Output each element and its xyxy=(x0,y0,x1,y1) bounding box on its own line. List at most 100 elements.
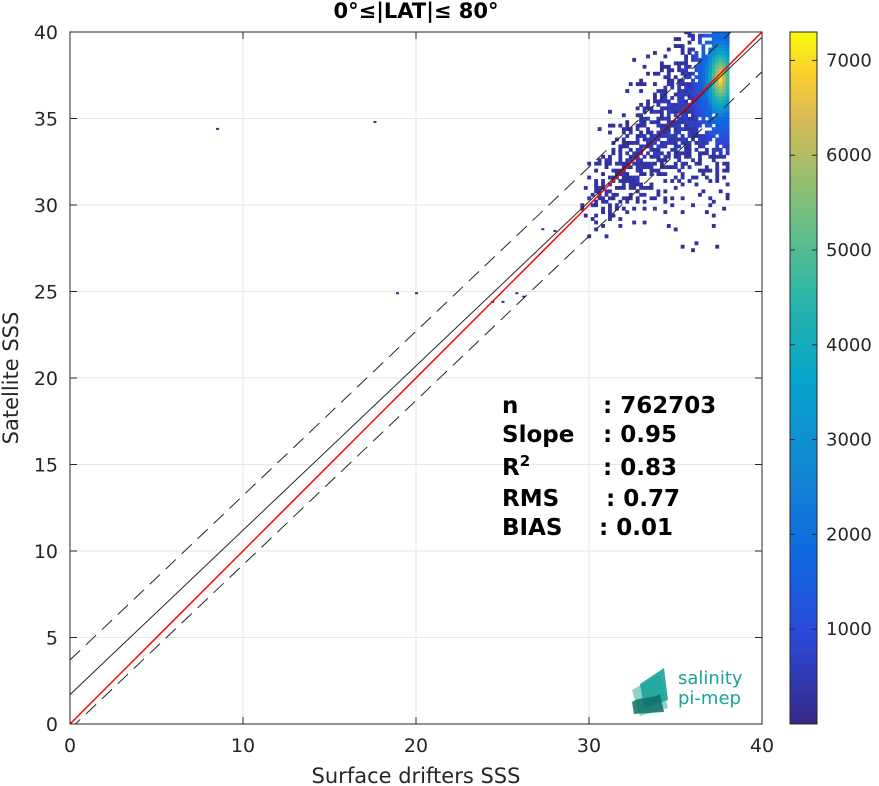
density-cell xyxy=(725,109,730,114)
density-cell xyxy=(711,89,716,93)
density-cell xyxy=(711,47,716,52)
density-cell xyxy=(656,189,661,194)
density-cell xyxy=(691,175,695,180)
density-cell xyxy=(684,144,689,149)
outlier-point xyxy=(216,127,220,130)
density-cell xyxy=(611,196,616,201)
density-cell xyxy=(653,151,657,156)
y-tick-label: 5 xyxy=(46,628,58,650)
density-cell xyxy=(697,168,702,173)
density-cell xyxy=(649,137,654,142)
density-cell xyxy=(608,154,612,159)
density-cell xyxy=(684,140,689,145)
density-cell xyxy=(684,68,689,73)
density-cell xyxy=(594,161,599,166)
density-cell xyxy=(628,192,633,197)
density-cell xyxy=(653,161,657,166)
density-cell xyxy=(694,130,699,135)
density-cell xyxy=(611,213,616,218)
density-cell xyxy=(677,179,682,183)
density-cell xyxy=(725,113,730,118)
density-cell xyxy=(691,248,695,253)
density-cell xyxy=(715,102,720,107)
density-cell xyxy=(691,134,695,138)
density-cell xyxy=(635,165,640,170)
x-tick-label: 10 xyxy=(231,735,255,757)
density-cell xyxy=(646,102,650,107)
density-cell xyxy=(684,64,689,69)
density-cell xyxy=(625,151,630,156)
density-cell xyxy=(718,37,723,42)
density-cell xyxy=(663,199,668,204)
density-cell xyxy=(701,102,706,107)
density-cell xyxy=(708,123,713,128)
density-cell xyxy=(621,182,626,187)
density-cell xyxy=(708,47,713,52)
density-cell xyxy=(718,102,723,107)
density-cell xyxy=(704,40,709,45)
density-cell xyxy=(597,158,602,163)
density-cell xyxy=(715,57,720,62)
density-cell xyxy=(701,189,706,194)
density-cell xyxy=(673,140,678,145)
density-cell xyxy=(697,78,702,83)
density-cell xyxy=(711,64,716,69)
density-cell xyxy=(663,165,668,170)
density-cell xyxy=(722,64,727,69)
density-cell xyxy=(621,185,626,190)
density-cell xyxy=(725,75,730,80)
density-cell xyxy=(621,175,626,180)
density-cell xyxy=(711,99,716,104)
density-cell xyxy=(673,127,678,132)
density-cell xyxy=(694,134,699,138)
density-cell xyxy=(715,130,720,135)
density-cell xyxy=(628,130,633,135)
density-cell xyxy=(684,75,689,80)
density-cell xyxy=(725,140,730,145)
density-cell xyxy=(725,130,730,135)
fit-lines xyxy=(70,32,762,724)
density-cell xyxy=(697,113,702,118)
density-cell xyxy=(656,137,661,142)
density-cell xyxy=(697,82,702,87)
density-cell xyxy=(711,199,716,204)
density-cell xyxy=(691,106,695,111)
density-cell xyxy=(670,106,675,111)
density-cell xyxy=(691,109,695,114)
density-cell xyxy=(715,123,720,128)
density-cell xyxy=(718,54,723,59)
density-cell xyxy=(666,47,671,52)
density-cell xyxy=(708,113,713,118)
density-cell xyxy=(635,147,640,152)
density-cell xyxy=(632,140,637,145)
y-tick-label: 30 xyxy=(34,195,58,217)
density-cell xyxy=(594,213,599,218)
density-cell xyxy=(704,123,709,128)
density-cell xyxy=(722,106,727,111)
density-cell xyxy=(597,196,602,201)
density-cell xyxy=(711,224,716,228)
colorbar-tick-label: 6000 xyxy=(826,145,872,166)
density-cell xyxy=(625,161,630,166)
density-cell xyxy=(659,151,664,156)
density-cell xyxy=(701,33,706,38)
logo-mark-icon xyxy=(632,668,668,716)
density-cell xyxy=(715,51,720,55)
density-cell xyxy=(639,113,644,118)
density-cell xyxy=(677,106,682,111)
density-cell xyxy=(711,82,716,87)
density-cell xyxy=(704,147,709,152)
density-cell xyxy=(604,189,609,194)
density-cell xyxy=(611,168,616,173)
density-cell xyxy=(718,32,723,35)
density-cell xyxy=(628,127,633,132)
stat-value: : 0.83 xyxy=(603,455,677,481)
density-cell xyxy=(722,127,727,132)
density-cell xyxy=(670,96,675,100)
density-cell xyxy=(659,106,664,111)
density-cell xyxy=(722,168,727,173)
density-cell xyxy=(718,47,723,52)
density-cell xyxy=(673,113,678,118)
density-cell xyxy=(680,89,685,93)
density-cell xyxy=(691,120,695,125)
